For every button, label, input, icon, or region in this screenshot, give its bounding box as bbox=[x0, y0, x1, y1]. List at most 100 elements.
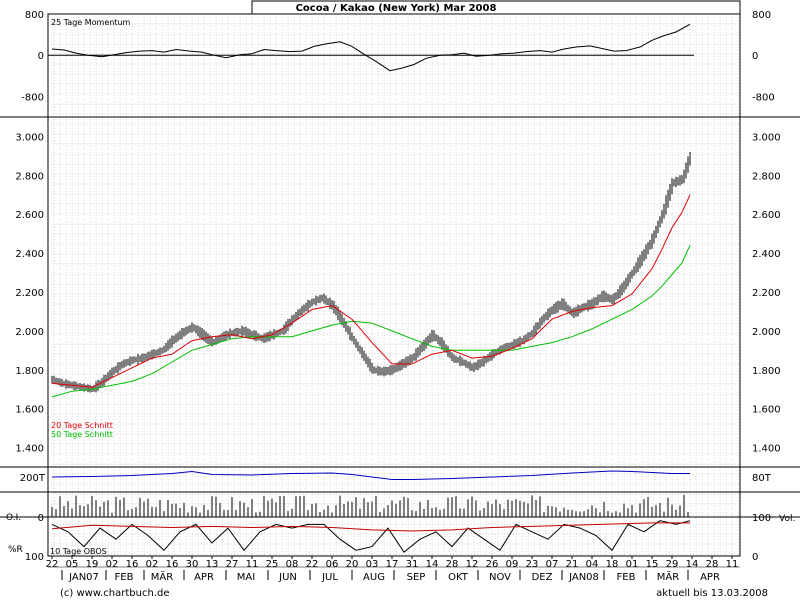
momentum-panel: 25 Tage Momentum 800 800 0 0 -800 -800 bbox=[21, 10, 774, 103]
x-month-label: MÄR bbox=[151, 570, 173, 583]
x-day-tick: 29 bbox=[666, 559, 679, 570]
x-day-tick: 08 bbox=[286, 559, 299, 570]
x-month-label: APR bbox=[194, 572, 214, 583]
x-month-label: MAI bbox=[237, 572, 255, 583]
plot-frame bbox=[47, 13, 741, 557]
price-ytick-right: 2.400 bbox=[752, 249, 781, 260]
x-day-tick: 11 bbox=[246, 559, 259, 570]
zero-axis-label: 0 bbox=[38, 513, 44, 524]
x-day-tick: 27 bbox=[226, 559, 239, 570]
x-day-tick: 09 bbox=[506, 559, 519, 570]
x-day-tick: 20 bbox=[346, 559, 359, 570]
x-month-label: APR bbox=[700, 572, 720, 583]
x-day-tick: 26 bbox=[486, 559, 499, 570]
x-month-label: JUL bbox=[321, 572, 338, 583]
grid bbox=[48, 14, 740, 556]
ma20-line bbox=[51, 194, 691, 388]
x-month-label: NOV bbox=[489, 572, 511, 583]
x-day-tick: 12 bbox=[466, 559, 479, 570]
ma50-legend: 50 Tage Schnitt bbox=[51, 430, 113, 439]
x-day-tick: 17 bbox=[386, 559, 399, 570]
price-ytick-right: 2.600 bbox=[752, 210, 781, 221]
footer-left: (c) www.chartbuch.de bbox=[60, 588, 169, 599]
price-ytick-left: 2.200 bbox=[15, 288, 44, 299]
williams-r-line bbox=[51, 520, 691, 553]
momentum-ytick-left: -800 bbox=[21, 92, 44, 103]
price-panel: 3.000 3.000 2.800 2.800 2.600 2.600 2.400 2.400… bbox=[15, 132, 780, 454]
momentum-line bbox=[51, 23, 691, 72]
volume-bars bbox=[51, 495, 689, 517]
obos-label: 10 Tage OBOS bbox=[50, 547, 107, 556]
x-month-label: FEB bbox=[115, 572, 134, 583]
x-day-tick: 02 bbox=[106, 559, 119, 570]
x-day-tick: 06 bbox=[326, 559, 339, 570]
volume-axis-label: Vol. bbox=[779, 514, 795, 524]
panel-separators bbox=[0, 116, 800, 493]
price-ytick-left: 2.000 bbox=[15, 327, 44, 338]
x-day-tick: 13 bbox=[206, 559, 219, 570]
x-day-tick: 02 bbox=[146, 559, 159, 570]
price-ytick-left: 1.600 bbox=[15, 405, 44, 416]
x-month-label: SEP bbox=[407, 572, 426, 583]
price-ytick-left: 1.400 bbox=[15, 444, 44, 455]
x-day-tick: 28 bbox=[706, 559, 719, 570]
price-ytick-right: 2.200 bbox=[752, 288, 781, 299]
williams-r-axis-label: %R bbox=[8, 545, 23, 555]
x-month-label: OKT bbox=[448, 572, 469, 583]
right-hundred-label: 100 bbox=[752, 513, 771, 524]
x-day-tick: 14 bbox=[686, 559, 699, 570]
momentum-ytick-right: 800 bbox=[752, 10, 771, 21]
x-day-tick: 04 bbox=[586, 559, 599, 570]
x-day-tick: 23 bbox=[526, 559, 539, 570]
price-ytick-left: 2.400 bbox=[15, 249, 44, 260]
x-day-tick: 15 bbox=[646, 559, 659, 570]
x-day-tick: 05 bbox=[66, 559, 79, 570]
x-day-tick: 22 bbox=[46, 559, 59, 570]
x-day-tick: 03 bbox=[366, 559, 379, 570]
x-day-tick: 16 bbox=[126, 559, 139, 570]
price-ytick-right: 1.600 bbox=[752, 405, 781, 416]
price-ytick-right: 3.000 bbox=[752, 132, 781, 143]
chart-title: Cocoa / Kakao (New York) Mar 2008 bbox=[296, 3, 497, 14]
hundred-axis-label: 100 bbox=[25, 552, 44, 563]
x-month-label: AUG bbox=[363, 572, 385, 583]
price-ytick-left: 2.800 bbox=[15, 171, 44, 182]
x-day-tick: 31 bbox=[406, 559, 419, 570]
momentum-ytick-left: 0 bbox=[38, 51, 44, 62]
x-axis: 22 05 19 02 16 02 16 30 13 27 11 25 08 22 06 20 03 17 31 14… bbox=[46, 556, 740, 583]
oi-axis-label: O.I. bbox=[6, 513, 21, 523]
price-ytick-right: 2.800 bbox=[752, 171, 781, 182]
right-zero-label: 0 bbox=[752, 552, 758, 563]
price-ytick-left: 2.600 bbox=[15, 210, 44, 221]
oi-right-label: 80T bbox=[752, 473, 772, 484]
x-day-tick: 28 bbox=[446, 559, 459, 570]
price-ytick-right: 1.800 bbox=[752, 366, 781, 377]
momentum-ytick-left: 800 bbox=[25, 10, 44, 21]
price-ytick-left: 3.000 bbox=[15, 132, 44, 143]
x-day-tick: 21 bbox=[566, 559, 579, 570]
footer-right: aktuell bis 13.03.2008 bbox=[656, 588, 768, 599]
open-interest-panel: 200T 80T bbox=[20, 470, 772, 484]
x-day-tick: 19 bbox=[86, 559, 99, 570]
open-interest-line bbox=[51, 470, 690, 480]
obos-line bbox=[51, 522, 690, 532]
x-month-label: JUN bbox=[278, 572, 297, 583]
x-month-label: FEB bbox=[617, 572, 636, 583]
x-day-tick: 22 bbox=[306, 559, 319, 570]
x-day-tick: 14 bbox=[426, 559, 439, 570]
ma20-legend: 20 Tage Schnitt bbox=[51, 421, 113, 430]
x-day-tick: 25 bbox=[266, 559, 279, 570]
x-day-tick: 11 bbox=[726, 559, 739, 570]
momentum-ytick-right: 0 bbox=[752, 51, 758, 62]
ma50-line bbox=[51, 245, 691, 398]
x-month-label: DEZ bbox=[532, 572, 553, 583]
x-day-tick: 16 bbox=[166, 559, 179, 570]
momentum-label: 25 Tage Momentum bbox=[51, 18, 131, 27]
volume-oscillator-panel: O.I. 0 %R 100 100 Vol. 0 10 Tage OBOS bbox=[0, 495, 800, 563]
x-month-label: MÄR bbox=[657, 570, 679, 583]
x-day-tick: 18 bbox=[606, 559, 619, 570]
price-ytick-right: 1.400 bbox=[752, 444, 781, 455]
x-day-tick: 30 bbox=[186, 559, 199, 570]
x-month-label: JAN08 bbox=[568, 572, 599, 583]
